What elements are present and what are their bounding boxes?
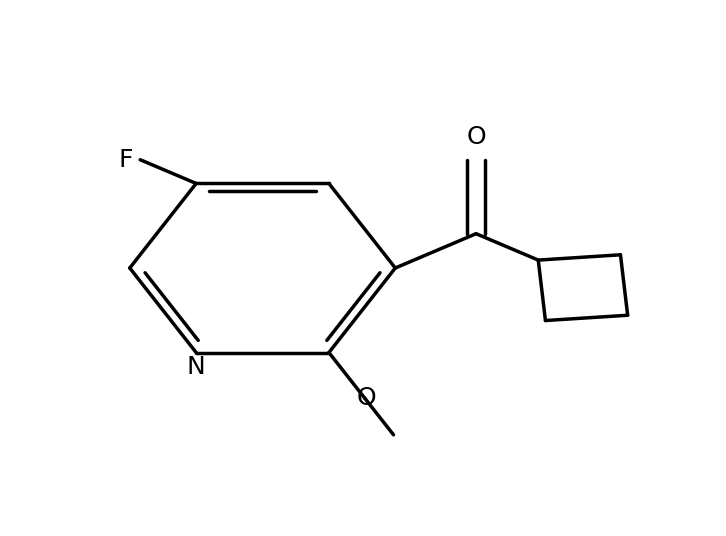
- Text: N: N: [187, 355, 205, 379]
- Text: O: O: [466, 125, 486, 149]
- Text: F: F: [118, 148, 133, 172]
- Text: O: O: [356, 386, 376, 410]
